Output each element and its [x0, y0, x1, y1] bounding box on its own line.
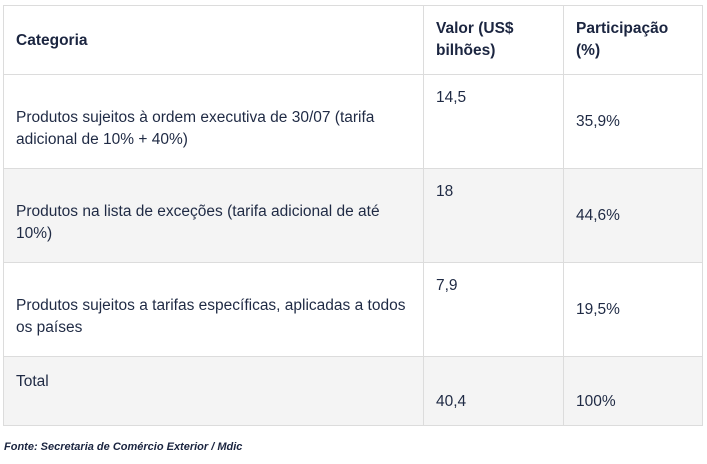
source-caption: Fonte: Secretaria de Comércio Exterior /… — [4, 441, 243, 453]
table-header-row: Categoria Valor (US$ bilhões) Participaç… — [3, 5, 703, 75]
table-row: Produtos na lista de exceções (tarifa ad… — [3, 168, 703, 263]
cell-categoria: Total — [3, 356, 424, 426]
tariff-table: Categoria Valor (US$ bilhões) Participaç… — [3, 5, 703, 426]
cell-valor: 40,4 — [423, 356, 564, 426]
header-participacao: Participação (%) — [563, 5, 703, 75]
cell-valor: 7,9 — [423, 262, 564, 357]
cell-categoria: Produtos na lista de exceções (tarifa ad… — [3, 168, 424, 263]
cell-valor: 18 — [423, 168, 564, 263]
table-row: Produtos sujeitos à ordem executiva de 3… — [3, 74, 703, 169]
table-row-total: Total 40,4 100% — [3, 356, 703, 426]
cell-participacao: 35,9% — [563, 74, 703, 169]
cell-participacao: 44,6% — [563, 168, 703, 263]
cell-participacao: 19,5% — [563, 262, 703, 357]
header-categoria: Categoria — [3, 5, 424, 75]
table-row: Produtos sujeitos a tarifas específicas,… — [3, 262, 703, 357]
cell-categoria: Produtos sujeitos à ordem executiva de 3… — [3, 74, 424, 169]
cell-participacao: 100% — [563, 356, 703, 426]
cell-categoria: Produtos sujeitos a tarifas específicas,… — [3, 262, 424, 357]
header-valor: Valor (US$ bilhões) — [423, 5, 564, 75]
cell-valor: 14,5 — [423, 74, 564, 169]
